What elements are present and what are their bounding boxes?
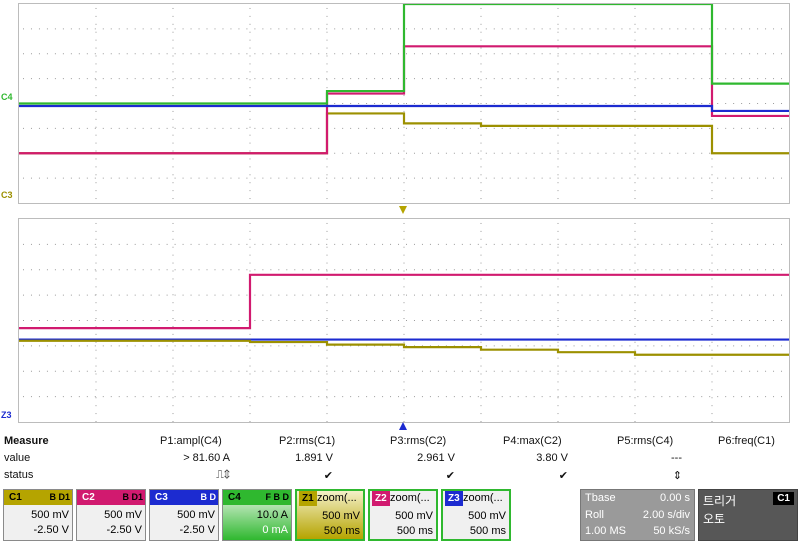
trigger-channel: C1 <box>773 492 794 505</box>
channel-tag: C2 <box>82 492 95 503</box>
trigger-label: 트리거 <box>703 494 737 508</box>
channel-c3-header: C3 B D <box>150 490 218 505</box>
timebase-tdiv: 2.00 s/div <box>642 509 690 521</box>
channel-badges: F B D <box>265 492 290 502</box>
param-value: 1.891 V <box>295 452 333 464</box>
zoom-z2-header: Z2 zoom(... <box>370 491 436 506</box>
timebase-label: Tbase <box>585 492 616 504</box>
zoom-z3-box[interactable]: Z3 zoom(... 500 mV 500 ms <box>441 489 511 541</box>
zoom-position-marker[interactable] <box>399 422 407 430</box>
param-value: --- <box>671 452 682 464</box>
channel-badges: B D1 <box>122 492 143 502</box>
channel-scale: 500 mV <box>177 509 215 521</box>
check-icon: ✔ <box>558 470 568 482</box>
param-name[interactable]: P6:freq(C1) <box>718 435 775 447</box>
zoom-time: 500 ms <box>323 525 360 537</box>
channel-offset: -2.50 V <box>106 524 142 536</box>
main-waveform-grid[interactable] <box>18 3 790 204</box>
zoom-title: zoom(... <box>317 492 357 504</box>
value-row-label: value <box>4 452 31 464</box>
channel-offset: -2.50 V <box>179 524 215 536</box>
channel-tag: C4 <box>228 492 241 503</box>
channel-offset: 0 mA <box>262 524 288 536</box>
status-row-label: status <box>4 469 34 481</box>
measure-status-row: status ⎍⇕ ✔ ✔ ✔ ⇕ <box>0 469 800 485</box>
z3-ground-marker[interactable]: Z3 <box>1 410 12 420</box>
zoom-scale: 500 mV <box>468 510 506 522</box>
trace-z1 <box>19 339 789 356</box>
zoom-title: zoom(... <box>463 492 503 504</box>
measure-header-row: Measure P1:ampl(C4) P2:rms(C1) P3:rms(C2… <box>0 435 800 451</box>
channel-badges: B D1 <box>49 492 70 502</box>
zoom-tag: Z1 <box>299 491 317 506</box>
c4-ground-marker[interactable]: C4 <box>1 92 13 102</box>
c3-ground-marker[interactable]: C3 <box>1 190 13 200</box>
param-name[interactable]: P3:rms(C2) <box>390 435 447 447</box>
check-icon: ✔ <box>323 470 333 482</box>
measure-table[interactable]: Measure P1:ampl(C4) P2:rms(C1) P3:rms(C2… <box>0 432 800 488</box>
param-status: ⎍⇕ <box>216 469 230 481</box>
channel-c2-header: C2 B D1 <box>77 490 145 505</box>
main-waveform-svg <box>19 4 789 200</box>
param-value: 2.961 V <box>417 452 455 464</box>
timebase-delay: 0.00 s <box>660 492 690 504</box>
zoom-time: 500 ms <box>396 525 433 537</box>
param-name[interactable]: P1:ampl(C4) <box>160 435 222 447</box>
param-name[interactable]: P4:max(C2) <box>503 435 562 447</box>
param-value: > 81.60 A <box>183 452 230 464</box>
channel-c4-header: C4 F B D <box>223 490 291 505</box>
trigger-box[interactable]: 트리거 C1 오토 <box>698 489 798 541</box>
zoom-tag: Z3 <box>445 491 463 506</box>
param-name[interactable]: P2:rms(C1) <box>279 435 336 447</box>
zoom-z1-header: Z1 zoom(... <box>297 491 363 506</box>
channel-scale: 500 mV <box>31 509 69 521</box>
zoom-scale: 500 mV <box>322 510 360 522</box>
channel-c1-box[interactable]: C1 B D1 500 mV -2.50 V <box>3 489 73 541</box>
param-status: ⇕ <box>672 470 682 482</box>
grid-dots <box>22 222 783 422</box>
zoom-waveform-svg <box>19 222 789 422</box>
timebase-box[interactable]: Tbase 0.00 s Roll 2.00 s/div 1.00 MS 50 … <box>580 489 695 541</box>
channel-offset: -2.50 V <box>33 524 69 536</box>
channel-scale: 10.0 A <box>256 509 288 521</box>
timebase-mode: Roll <box>585 509 604 521</box>
check-icon: ✔ <box>445 470 455 482</box>
zoom-scale: 500 mV <box>395 510 433 522</box>
measure-value-row: value > 81.60 A 1.891 V 2.961 V 3.80 V -… <box>0 452 800 468</box>
zoom-z3-header: Z3 zoom(... <box>443 491 509 506</box>
zoom-time: 500 ms <box>469 525 506 537</box>
channel-tag: C3 <box>155 492 168 503</box>
param-name[interactable]: P5:rms(C4) <box>617 435 674 447</box>
trace-c1 <box>19 112 789 155</box>
trigger-position-marker[interactable] <box>399 206 407 214</box>
zoom-z1-box[interactable]: Z1 zoom(... 500 mV 500 ms <box>295 489 365 541</box>
channel-c2-box[interactable]: C2 B D1 500 mV -2.50 V <box>76 489 146 541</box>
trigger-mode: 오토 <box>703 512 726 526</box>
channel-scale: 500 mV <box>104 509 142 521</box>
channel-c3-box[interactable]: C3 B D 500 mV -2.50 V <box>149 489 219 541</box>
trace-c3 <box>19 104 789 113</box>
timebase-rate: 50 kS/s <box>653 525 690 537</box>
zoom-waveform-grid[interactable] <box>18 218 790 423</box>
measure-title: Measure <box>4 435 49 447</box>
channel-c4-box[interactable]: C4 F B D 10.0 A 0 mA <box>222 489 292 541</box>
trace-c4 <box>19 4 789 105</box>
trace-z2 <box>19 273 789 330</box>
zoom-tag: Z2 <box>372 491 390 506</box>
timebase-memory: 1.00 MS <box>585 525 626 537</box>
zoom-z2-box[interactable]: Z2 zoom(... 500 mV 500 ms <box>368 489 438 541</box>
param-value: 3.80 V <box>536 452 568 464</box>
channel-badges: B D <box>200 492 217 502</box>
channel-c1-header: C1 B D1 <box>4 490 72 505</box>
zoom-title: zoom(... <box>390 492 430 504</box>
channel-tag: C1 <box>9 492 22 503</box>
